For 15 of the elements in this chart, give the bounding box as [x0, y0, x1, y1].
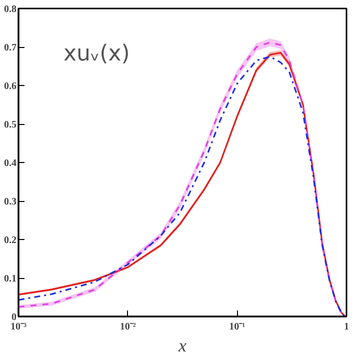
x-axis-title: x [178, 336, 187, 356]
x-tick-label: 10⁻² [120, 322, 136, 332]
x-tick-label: 10⁻¹ [229, 322, 246, 332]
y-tick-label: 0.7 [4, 42, 16, 54]
y-tick-label: 0.1 [4, 274, 16, 284]
y-tick-label: 0.4 [4, 158, 16, 169]
y-tick-label: 0 [12, 312, 16, 323]
x-tick-label: 10⁻³ [10, 322, 26, 332]
y-tick-label: 0.6 [4, 81, 16, 92]
y-tick-label: 0.5 [4, 120, 16, 130]
y-tick-label: 0.2 [4, 235, 16, 246]
y-tick-label: 0.8 [4, 4, 16, 15]
x-tick-label: 1 [344, 322, 349, 332]
y-tick-label: 0.3 [4, 196, 16, 208]
annotation: xuᵥ(x) [64, 42, 130, 66]
